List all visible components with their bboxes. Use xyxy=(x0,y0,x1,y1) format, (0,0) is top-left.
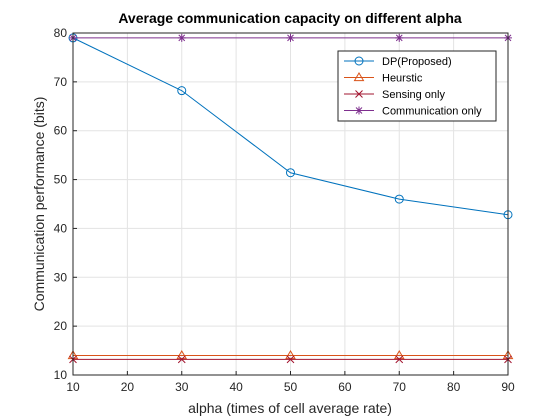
legend-box xyxy=(337,50,497,122)
x-tick-label: 10 xyxy=(66,380,80,394)
legend-marker xyxy=(355,90,363,98)
legend-label: DP(Proposed) xyxy=(382,56,452,68)
legend-marker xyxy=(355,106,363,115)
x-tick-label: 90 xyxy=(501,380,515,394)
legend-item: Communication only xyxy=(344,106,482,118)
x-tick-label: 20 xyxy=(121,380,135,394)
data-point xyxy=(395,355,404,364)
y-tick-label: 10 xyxy=(54,368,68,382)
x-tick-label: 40 xyxy=(229,380,243,394)
chart-title: Average communication capacity on differ… xyxy=(118,10,462,26)
legend-label: Heurstic xyxy=(382,73,423,85)
data-point xyxy=(393,349,405,360)
y-tick-label: 80 xyxy=(54,26,68,40)
data-point xyxy=(286,33,295,42)
legend-label: Sensing only xyxy=(382,89,445,101)
x-tick-label: 80 xyxy=(447,380,461,394)
x-tick-label: 30 xyxy=(175,380,189,394)
legend-marker xyxy=(354,56,364,66)
y-tick-label: 60 xyxy=(54,124,68,138)
series-layer xyxy=(67,33,514,364)
series-line xyxy=(72,37,509,216)
y-tick-label: 30 xyxy=(54,270,68,284)
x-axis-label: alpha (times of cell average rate) xyxy=(188,400,392,416)
legend-item: DP(Proposed) xyxy=(344,56,452,68)
y-axis-label: Communication performance (bits) xyxy=(31,97,47,312)
legend-label: Communication only xyxy=(382,106,482,118)
data-point xyxy=(286,355,295,364)
x-tick-label: 50 xyxy=(284,380,298,394)
data-point xyxy=(285,349,296,360)
y-tick-label: 20 xyxy=(54,319,68,333)
data-point xyxy=(177,86,187,96)
data-point xyxy=(395,33,404,42)
y-tick-label: 70 xyxy=(54,75,68,89)
data-point xyxy=(177,33,186,42)
ticks: 10 20 30 40 50 60 70 80 90 10 20 30 40 50 60 70 80 xyxy=(54,26,515,394)
legend: DP(Proposed) Heurstic Sensing only Communic… xyxy=(337,50,497,122)
data-point xyxy=(177,355,186,364)
legend-item: Heurstic xyxy=(344,72,423,85)
series-sensing-only xyxy=(69,355,512,364)
data-point xyxy=(286,168,295,178)
data-point xyxy=(176,349,188,360)
y-tick-label: 50 xyxy=(54,173,68,187)
y-tick-label: 40 xyxy=(54,221,68,235)
x-tick-label: 70 xyxy=(393,380,407,394)
x-tick-label: 60 xyxy=(338,380,352,394)
data-point xyxy=(394,194,404,204)
legend-marker xyxy=(353,72,365,82)
legend-item: Sensing only xyxy=(344,89,445,101)
